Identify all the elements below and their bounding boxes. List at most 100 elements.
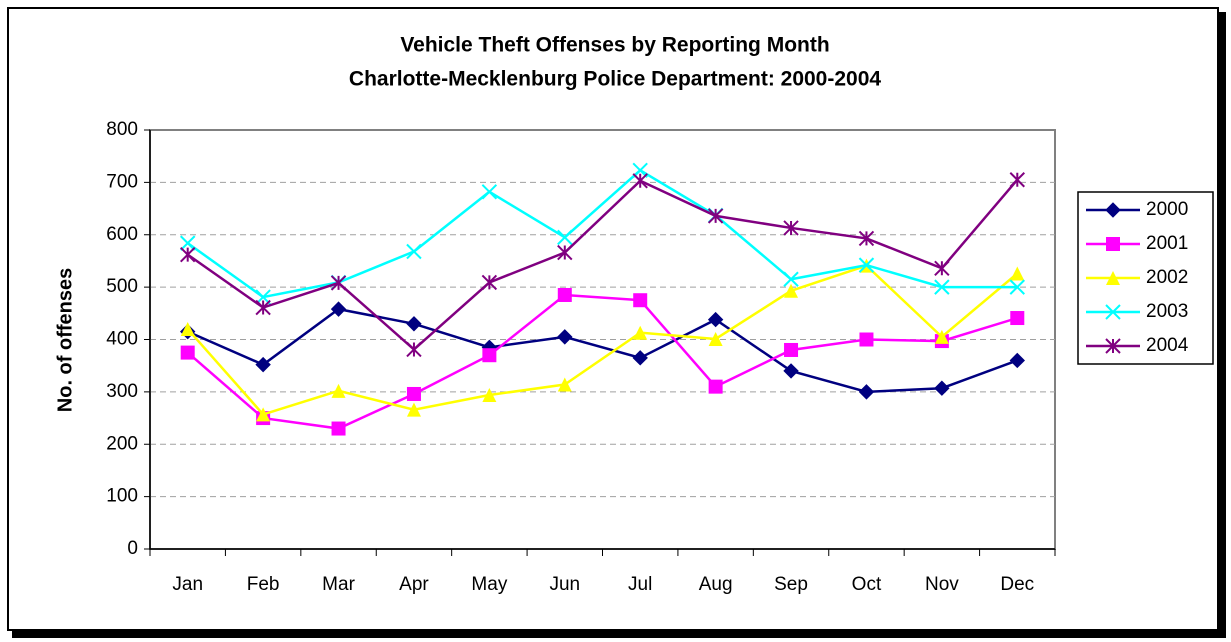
- y-tick-label: 300: [106, 381, 138, 402]
- y-axis-label: No. of offenses: [54, 268, 76, 412]
- marker-shape: [180, 246, 196, 263]
- marker: [406, 402, 421, 417]
- marker-shape: [1009, 279, 1025, 295]
- marker: [180, 322, 195, 337]
- y-tick-label: 200: [106, 433, 138, 454]
- x-tick-label: Dec: [1000, 574, 1034, 595]
- marker-shape: [632, 350, 648, 366]
- marker: [481, 184, 498, 200]
- marker: [557, 244, 573, 261]
- marker-shape: [859, 332, 874, 347]
- marker-shape: [180, 235, 196, 251]
- series-line: [186, 293, 1018, 430]
- marker: [1106, 271, 1120, 285]
- marker: [707, 208, 724, 224]
- marker-shape: [934, 329, 949, 344]
- marker: [557, 229, 573, 246]
- marker: [255, 356, 271, 373]
- legend-label: 2004: [1146, 335, 1189, 356]
- marker-shape: [1106, 237, 1120, 251]
- marker: [330, 275, 347, 291]
- marker: [1009, 279, 1025, 295]
- marker-shape: [406, 386, 421, 401]
- marker-shape: [1105, 338, 1121, 354]
- marker: [783, 220, 799, 236]
- marker-shape: [707, 311, 724, 328]
- x-tick-label: Sep: [774, 574, 808, 595]
- x-tick-label: Feb: [247, 574, 280, 595]
- marker: [784, 283, 799, 298]
- marker-shape: [632, 173, 648, 189]
- marker: [331, 383, 346, 398]
- x-tick-label: May: [471, 574, 507, 595]
- marker-shape: [330, 301, 347, 317]
- marker-shape: [406, 402, 421, 417]
- marker-shape: [557, 287, 572, 302]
- marker: [858, 384, 875, 400]
- marker-shape: [330, 275, 347, 291]
- marker-shape: [331, 383, 346, 398]
- marker: [633, 293, 648, 308]
- marker-shape: [1009, 172, 1025, 188]
- marker: [859, 332, 874, 347]
- marker: [934, 260, 950, 276]
- marker-shape: [707, 208, 724, 224]
- marker-shape: [633, 325, 648, 340]
- marker-shape: [557, 377, 572, 392]
- marker-shape: [784, 342, 799, 357]
- y-tick-label: 800: [106, 119, 138, 140]
- marker-shape: [1106, 271, 1120, 285]
- marker: [482, 348, 497, 363]
- marker: [180, 345, 195, 360]
- marker-shape: [858, 257, 875, 273]
- legend-label: 2000: [1146, 199, 1188, 220]
- chart-subtitle: Charlotte-Mecklenburg Police Department:…: [349, 68, 881, 91]
- marker-shape: [1105, 304, 1121, 320]
- marker-shape: [1105, 202, 1121, 218]
- marker: [1010, 311, 1025, 326]
- marker-shape: [256, 407, 271, 422]
- x-tick-label: Jul: [628, 574, 652, 595]
- marker: [708, 331, 723, 346]
- marker: [934, 329, 949, 344]
- y-tick-label: 100: [106, 486, 138, 507]
- marker-shape: [783, 363, 799, 379]
- x-tick-label: Jan: [172, 574, 203, 595]
- y-tick-label: 0: [127, 538, 138, 559]
- marker: [1010, 266, 1025, 281]
- marker: [255, 299, 271, 316]
- marker: [1009, 352, 1025, 369]
- marker-shape: [708, 331, 723, 346]
- marker: [708, 379, 723, 394]
- series-line: [186, 168, 1018, 299]
- marker: [406, 316, 422, 332]
- marker: [482, 388, 497, 403]
- marker: [858, 257, 875, 273]
- marker-shape: [406, 341, 422, 358]
- marker: [557, 329, 573, 345]
- legend-label: 2002: [1146, 267, 1188, 288]
- marker-shape: [783, 271, 799, 287]
- marker: [858, 230, 875, 247]
- marker: [481, 274, 498, 291]
- marker-shape: [406, 243, 422, 260]
- marker: [632, 350, 648, 366]
- x-tick-label: Aug: [699, 574, 733, 595]
- marker-shape: [180, 322, 195, 337]
- marker-shape: [1010, 266, 1025, 281]
- marker: [180, 246, 196, 263]
- marker-shape: [1009, 352, 1025, 369]
- marker: [406, 386, 421, 401]
- marker: [783, 271, 799, 287]
- marker-shape: [406, 316, 422, 332]
- marker: [1105, 202, 1121, 218]
- marker: [557, 377, 572, 392]
- marker-shape: [482, 388, 497, 403]
- marker-shape: [557, 229, 573, 246]
- marker: [784, 342, 799, 357]
- marker-shape: [481, 184, 498, 200]
- marker: [256, 407, 271, 422]
- marker: [707, 311, 724, 328]
- y-tick-label: 700: [106, 171, 138, 192]
